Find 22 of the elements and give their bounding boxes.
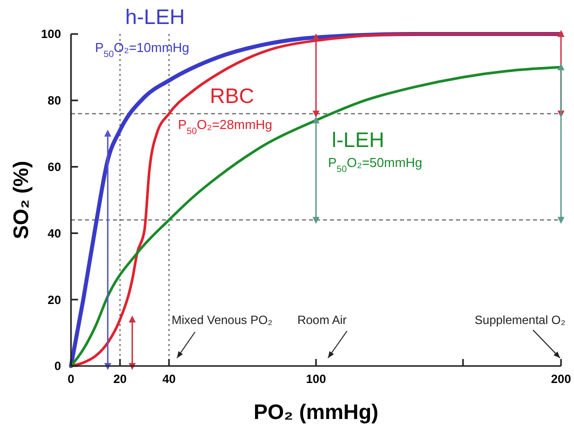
series-label: h-LEH [125, 6, 185, 29]
x-tick-label: 0 [68, 372, 75, 386]
annotation: P$_{50}$O₂=50mmHg [328, 155, 422, 174]
x-axis-title: PO₂ (mmHg) [254, 401, 378, 424]
y-tick-label: 60 [48, 160, 62, 174]
annotation: P$_{50}$O₂=10mmHg [95, 40, 190, 59]
x-tick-label: 40 [162, 372, 176, 386]
annotation: P$_{50}$O₂=28mmHg [178, 117, 272, 136]
x-tick-label: 200 [550, 372, 572, 386]
y-axis-title: SO₂ (%) [10, 160, 33, 240]
y-tick-label: 0 [54, 359, 62, 374]
series-label: RBC [210, 85, 254, 108]
annotation: Mixed Venous PO₂ [172, 313, 273, 327]
annotation: Room Air [297, 313, 347, 327]
x-tick-label: 100 [306, 372, 326, 386]
y-tick-label: 20 [48, 292, 62, 307]
y-tick-label: 40 [48, 226, 62, 240]
y-tick-label: 80 [48, 94, 62, 108]
x-tick-label: 20 [113, 372, 127, 386]
y-tick-label: 100 [40, 27, 62, 42]
annotation: Supplemental O₂ [474, 313, 566, 327]
series-label: l-LEH [332, 129, 384, 152]
